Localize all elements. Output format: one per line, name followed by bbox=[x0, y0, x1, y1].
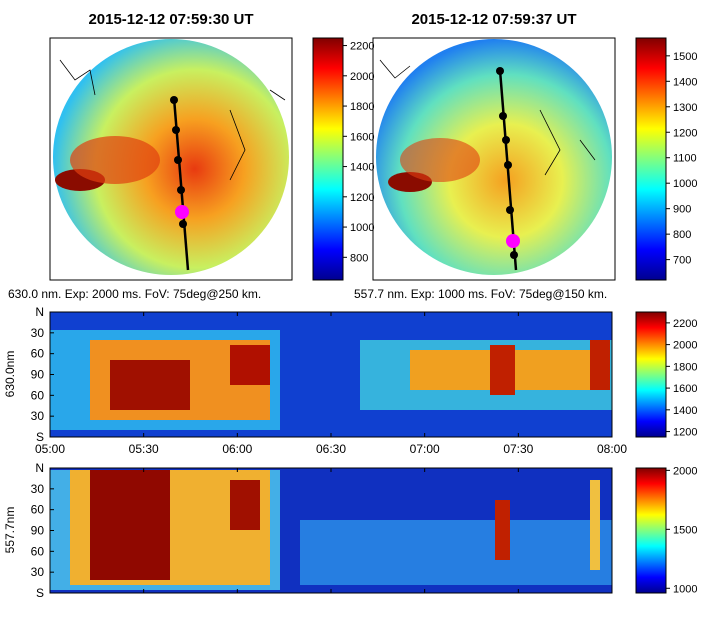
track-point bbox=[174, 156, 182, 164]
colorbar-tick-label: 1500 bbox=[673, 51, 697, 63]
allsky-557-title: 2015-12-12 07:59:37 UT bbox=[411, 11, 576, 28]
colorbar-tick-label: 1400 bbox=[673, 405, 697, 417]
ytick-label: 30 bbox=[31, 565, 45, 579]
ytick-label: N bbox=[35, 461, 44, 475]
allsky-630-title: 2015-12-12 07:59:30 UT bbox=[88, 11, 253, 28]
keogram-557-xticks bbox=[49, 468, 613, 593]
colorbar-tick-label: 1300 bbox=[673, 102, 697, 114]
allsky-630-coastline bbox=[59, 59, 286, 181]
xtick-label: 05:00 bbox=[35, 442, 65, 456]
keogram-630-image bbox=[50, 312, 612, 437]
xtick-label: 06:00 bbox=[222, 442, 252, 456]
colorbar-tick-label: 1100 bbox=[673, 153, 697, 165]
ytick-label: 30 bbox=[31, 326, 45, 340]
colorbar-tick-label: 1000 bbox=[673, 583, 697, 595]
track-point bbox=[506, 206, 514, 214]
colorbar-tick-label: 1500 bbox=[673, 524, 697, 536]
ytick-label: 90 bbox=[31, 524, 45, 538]
colorbar-tick-label: 1200 bbox=[350, 192, 374, 204]
ytick-label: 60 bbox=[31, 503, 45, 517]
colorbar-tick-label: 2000 bbox=[350, 71, 374, 83]
colorbar-tick-label: 1600 bbox=[350, 131, 374, 143]
colorbar-tick-label: 1400 bbox=[673, 76, 697, 88]
ytick-label: 60 bbox=[31, 388, 45, 402]
colorbar-tick-label: 800 bbox=[350, 252, 368, 264]
colorbar-tick-label: 900 bbox=[673, 204, 691, 216]
xtick-label: 07:30 bbox=[503, 442, 533, 456]
colorbar-tick-label: 2000 bbox=[673, 465, 697, 477]
track-point bbox=[499, 112, 507, 120]
colorbar-tick-label: 1200 bbox=[673, 127, 697, 139]
ytick-label: 30 bbox=[31, 482, 45, 496]
allsky-630-image bbox=[53, 39, 289, 275]
track-point bbox=[170, 96, 178, 104]
keogram-630-colorbar-ticks: 1200 1400 1600 1800 2000 2200 bbox=[666, 318, 697, 439]
track-point bbox=[179, 220, 187, 228]
allsky-557-field bbox=[376, 39, 612, 275]
colorbar-tick-label: 1000 bbox=[673, 178, 697, 190]
allsky-557-colorbar bbox=[635, 37, 667, 281]
track-point bbox=[177, 186, 185, 194]
colorbar-tick-label: 1000 bbox=[350, 222, 374, 234]
xtick-label: 08:00 bbox=[597, 442, 627, 456]
colorbar-tick-label: 700 bbox=[673, 255, 691, 267]
ytick-label: S bbox=[36, 586, 44, 600]
colorbar-tick-label: 2200 bbox=[350, 41, 374, 53]
keogram-630-yticks: N 30 60 90 60 30 S bbox=[31, 305, 54, 444]
allsky-630-frame bbox=[49, 37, 293, 281]
keogram-557-image bbox=[50, 468, 612, 593]
keogram-630-xticks: 05:00 05:30 06:00 06:30 07:00 07:30 08:00 bbox=[35, 312, 627, 456]
allsky-557-coastline bbox=[379, 59, 596, 176]
allsky-557-colorbar-ticks: 700 800 900 1000 1100 1200 1300 1400 1500 bbox=[666, 51, 697, 267]
keogram-557-colorbar-ticks: 1000 1500 2000 bbox=[666, 465, 697, 595]
keogram-557-colorbar bbox=[635, 467, 667, 594]
keogram-557-yticks: N 30 60 90 60 30 S bbox=[31, 461, 54, 600]
allsky-630-marker bbox=[175, 205, 189, 219]
allsky-557-image bbox=[376, 39, 612, 275]
track-point bbox=[496, 67, 504, 75]
ytick-label: 60 bbox=[31, 544, 45, 558]
allsky-557-marker bbox=[506, 234, 520, 248]
xtick-label: 06:30 bbox=[316, 442, 346, 456]
colorbar-tick-label: 2000 bbox=[673, 340, 697, 352]
allsky-630-glow bbox=[70, 136, 160, 184]
allsky-630-colorbar-ticks: 800 1000 1200 1400 1600 1800 2000 2200 bbox=[343, 41, 374, 264]
track-point bbox=[172, 126, 180, 134]
allsky-630-colorbar bbox=[312, 37, 344, 281]
ytick-label: N bbox=[35, 305, 44, 319]
colorbar-tick-label: 1400 bbox=[350, 162, 374, 174]
colorbar-tick-label: 1600 bbox=[673, 383, 697, 395]
keogram-630-ylabel: 630.0nm bbox=[3, 351, 17, 398]
allsky-557-frame bbox=[372, 37, 616, 281]
xtick-label: 07:00 bbox=[410, 442, 440, 456]
ytick-label: S bbox=[36, 430, 44, 444]
track-point bbox=[502, 136, 510, 144]
colorbar-tick-label: 800 bbox=[673, 229, 691, 241]
keogram-630-colorbar bbox=[635, 311, 667, 438]
allsky-630-field bbox=[53, 39, 289, 275]
allsky-557-glow bbox=[400, 138, 480, 182]
track-point bbox=[510, 251, 518, 259]
ytick-label: 30 bbox=[31, 409, 45, 423]
xtick-label: 05:30 bbox=[129, 442, 159, 456]
ytick-label: 90 bbox=[31, 368, 45, 382]
colorbar-tick-label: 2200 bbox=[673, 318, 697, 330]
keogram-557-ylabel: 557.7nm bbox=[3, 507, 17, 554]
colorbar-tick-label: 1800 bbox=[350, 101, 374, 113]
allsky-630-caption: 630.0 nm. Exp: 2000 ms. FoV: 75deg@250 k… bbox=[8, 287, 261, 301]
colorbar-tick-label: 1200 bbox=[673, 427, 697, 439]
allsky-557-caption: 557.7 nm. Exp: 1000 ms. FoV: 75deg@150 k… bbox=[354, 287, 607, 301]
ytick-label: 60 bbox=[31, 347, 45, 361]
track-point bbox=[504, 161, 512, 169]
colorbar-tick-label: 1800 bbox=[673, 361, 697, 373]
